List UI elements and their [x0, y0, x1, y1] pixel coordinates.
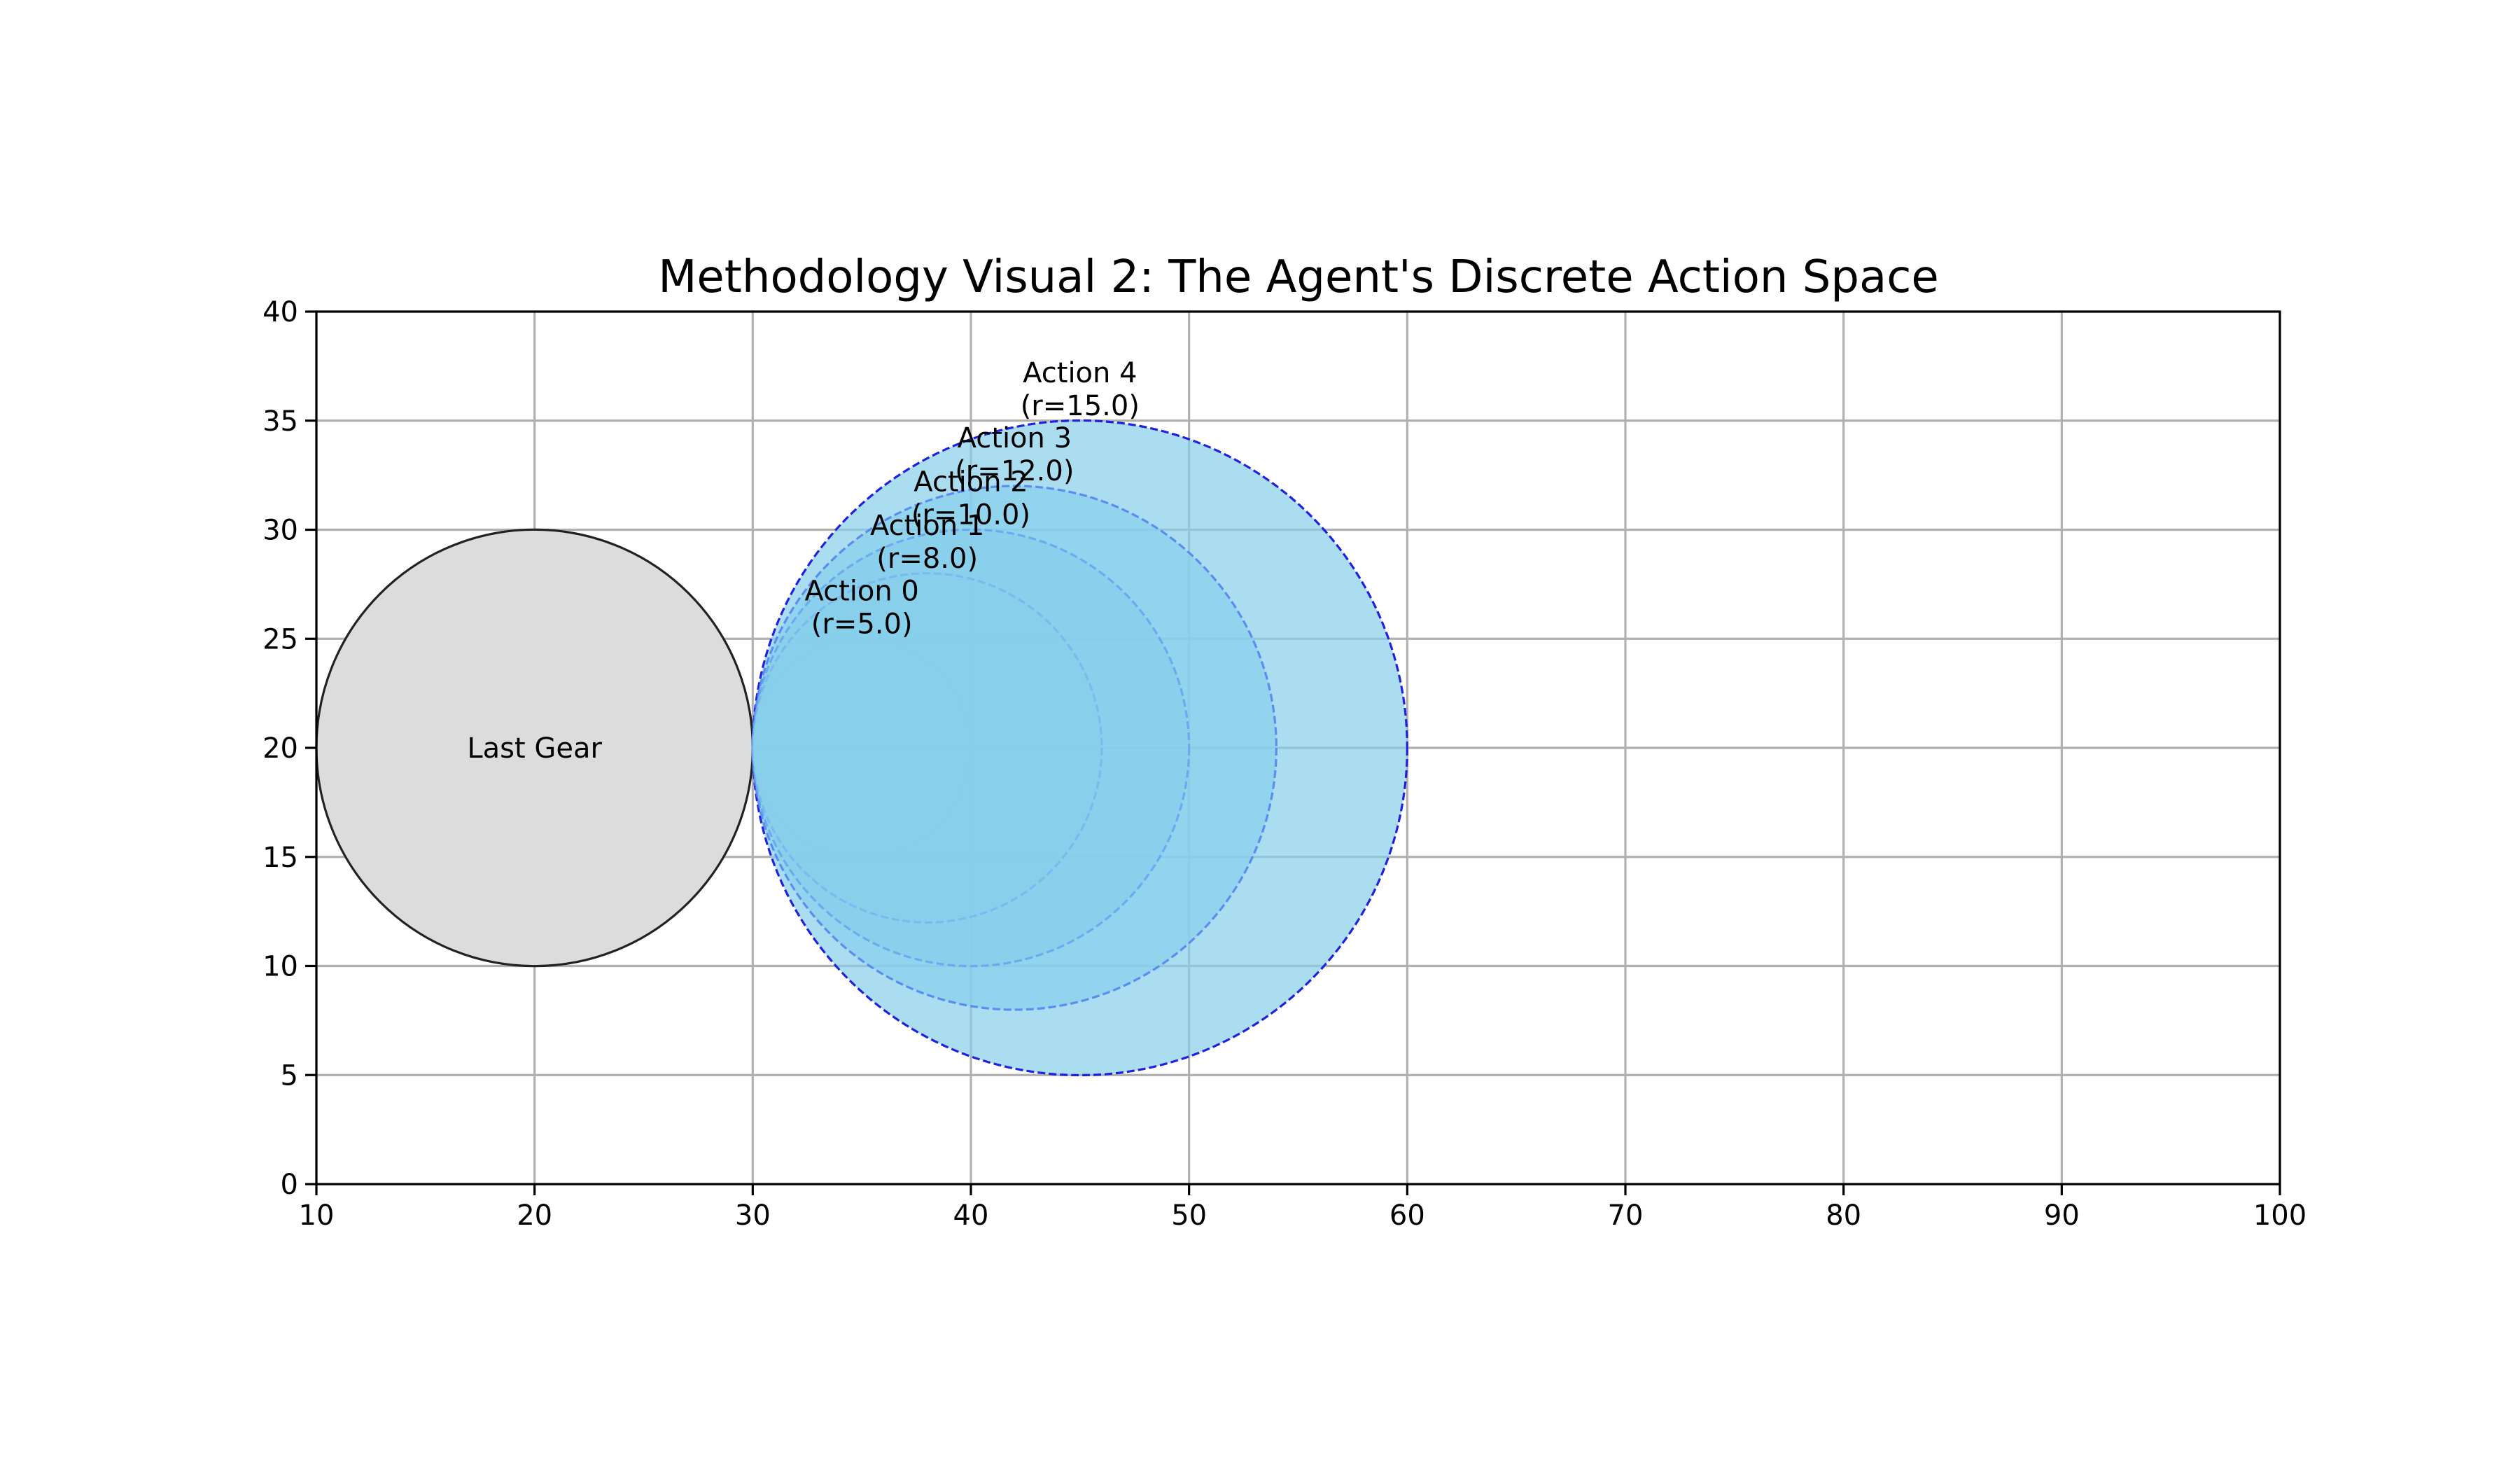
y-tick-label: 10: [262, 951, 298, 983]
x-tick-label: 10: [299, 1200, 335, 1232]
x-tick-label: 80: [1826, 1200, 1861, 1232]
y-tick-label: 40: [262, 296, 298, 328]
x-tick-label: 70: [1608, 1200, 1644, 1232]
action-label-4: Action 4: [1023, 357, 1137, 389]
last-gear-label: Last Gear: [467, 732, 602, 765]
y-tick-label: 25: [262, 623, 298, 655]
axis-ticks: 10 20 30 40 50 60 70 80 90 100 0 5 10 15 20 25 30 35 40: [262, 296, 2306, 1232]
action-label-1: Action 1: [870, 510, 984, 542]
y-tick-label: 30: [262, 515, 298, 547]
y-tick-label: 35: [262, 405, 298, 438]
action-radius-label-4: (r=15.0): [1021, 390, 1140, 422]
x-tick-label: 50: [1171, 1200, 1207, 1232]
circle-labels: Last Gear Action 0(r=5.0) Action 1(r=8.0) A…: [467, 357, 1140, 765]
action-label-0: Action 0: [804, 575, 918, 607]
x-tick-label: 100: [2253, 1200, 2306, 1232]
action-circle-0: [751, 637, 972, 858]
x-tick-label: 60: [1390, 1200, 1425, 1232]
action-radius-label-1: (r=8.0): [876, 543, 978, 575]
y-tick-label: 0: [281, 1169, 298, 1201]
action-radius-label-0: (r=5.0): [811, 608, 913, 640]
y-tick-label: 15: [262, 842, 298, 874]
action-label-2: Action 2: [913, 466, 1028, 499]
action-label-3: Action 3: [958, 422, 1072, 454]
y-tick-label: 20: [262, 732, 298, 765]
circles: [316, 419, 1408, 1077]
action-radius-label-3: (r=12.0): [955, 455, 1074, 487]
chart-title: Methodology Visual 2: The Agent's Discre…: [658, 251, 1939, 303]
x-tick-label: 30: [735, 1200, 771, 1232]
x-tick-label: 90: [2044, 1200, 2080, 1232]
action-radius-label-2: (r=10.0): [911, 499, 1030, 531]
y-tick-label: 5: [281, 1059, 298, 1092]
x-tick-label: 40: [953, 1200, 989, 1232]
x-tick-label: 20: [517, 1200, 552, 1232]
